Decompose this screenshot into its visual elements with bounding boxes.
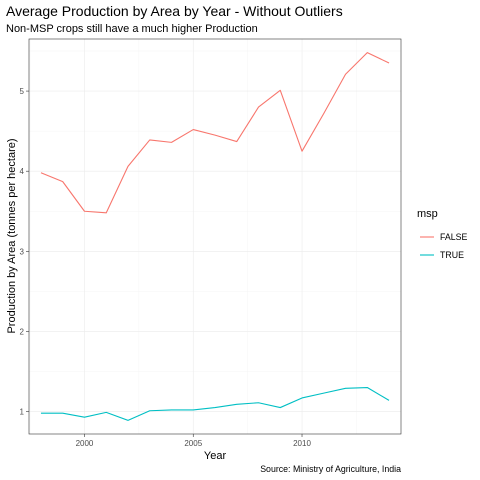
legend: msp FALSE TRUE (417, 208, 468, 260)
legend-label-false: FALSE (440, 232, 468, 242)
legend-title: msp (417, 208, 438, 220)
y-tick-label: 4 (20, 167, 25, 176)
x-axis-title: Year (204, 450, 227, 462)
y-tick-label: 3 (20, 247, 25, 256)
y-axis-title: Production by Area (tonnes per hectare) (6, 138, 18, 333)
series-line-false (40, 52, 390, 214)
series-lines (40, 52, 390, 421)
x-tick-label: 2005 (184, 439, 202, 448)
axes: 2000 2005 2010 1 2 3 4 5 (20, 87, 312, 448)
series-line-true (40, 386, 390, 421)
legend-label-true: TRUE (440, 250, 464, 260)
x-tick-label: 2010 (293, 439, 311, 448)
chart-subtitle: Non-MSP crops still have a much higher P… (6, 23, 258, 35)
source-caption: Source: Ministry of Agriculture, India (260, 464, 401, 474)
y-tick-label: 1 (20, 408, 25, 417)
chart-title: Average Production by Area by Year - Wit… (6, 3, 343, 19)
gridlines (29, 39, 401, 434)
y-tick-label: 2 (20, 327, 25, 336)
x-tick-label: 2000 (76, 439, 94, 448)
plot-panel (28, 38, 402, 435)
y-tick-label: 5 (20, 87, 25, 96)
